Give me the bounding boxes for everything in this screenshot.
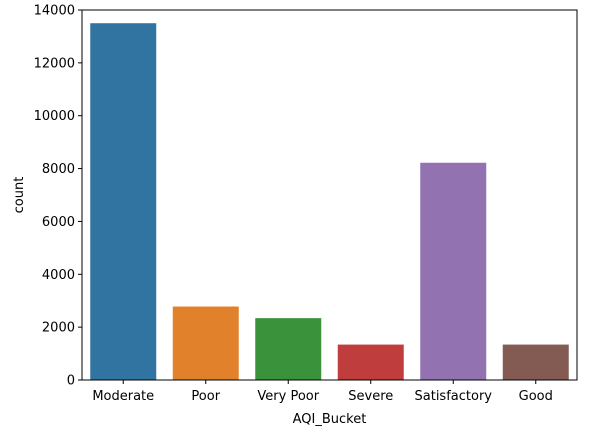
bar-good — [502, 344, 569, 380]
x-tick-label: Poor — [191, 389, 220, 404]
y-axis-label: count — [12, 177, 27, 214]
y-tick-label: 14000 — [34, 4, 75, 19]
y-axis-ticks: 0 2000 4000 6000 8000 10000 12000 14000 — [34, 4, 82, 389]
x-tick-label: Satisfactory — [415, 389, 493, 404]
y-tick-label: 2000 — [42, 321, 75, 336]
bar-moderate — [90, 23, 157, 380]
y-tick-label: 8000 — [42, 162, 75, 177]
x-axis-ticks: Moderate Poor Very Poor Severe Satisfactory G… — [92, 380, 553, 404]
y-tick-label: 10000 — [34, 109, 75, 124]
y-tick-label: 0 — [67, 374, 75, 389]
y-tick-label: 6000 — [42, 215, 75, 230]
bars-layer — [90, 23, 569, 380]
x-tick-label: Severe — [348, 389, 393, 404]
x-tick-label: Good — [519, 389, 553, 404]
y-tick-label: 4000 — [42, 268, 75, 283]
plot-frame — [81, 9, 578, 381]
y-tick-label: 12000 — [34, 56, 75, 71]
bar-satisfactory — [420, 162, 487, 380]
x-axis-label: AQI_Bucket — [293, 412, 367, 427]
bar-poor — [172, 306, 239, 380]
x-tick-label: Moderate — [92, 389, 154, 404]
x-tick-label: Very Poor — [257, 389, 319, 404]
bar-very-poor — [255, 318, 322, 380]
bar-severe — [337, 344, 404, 380]
